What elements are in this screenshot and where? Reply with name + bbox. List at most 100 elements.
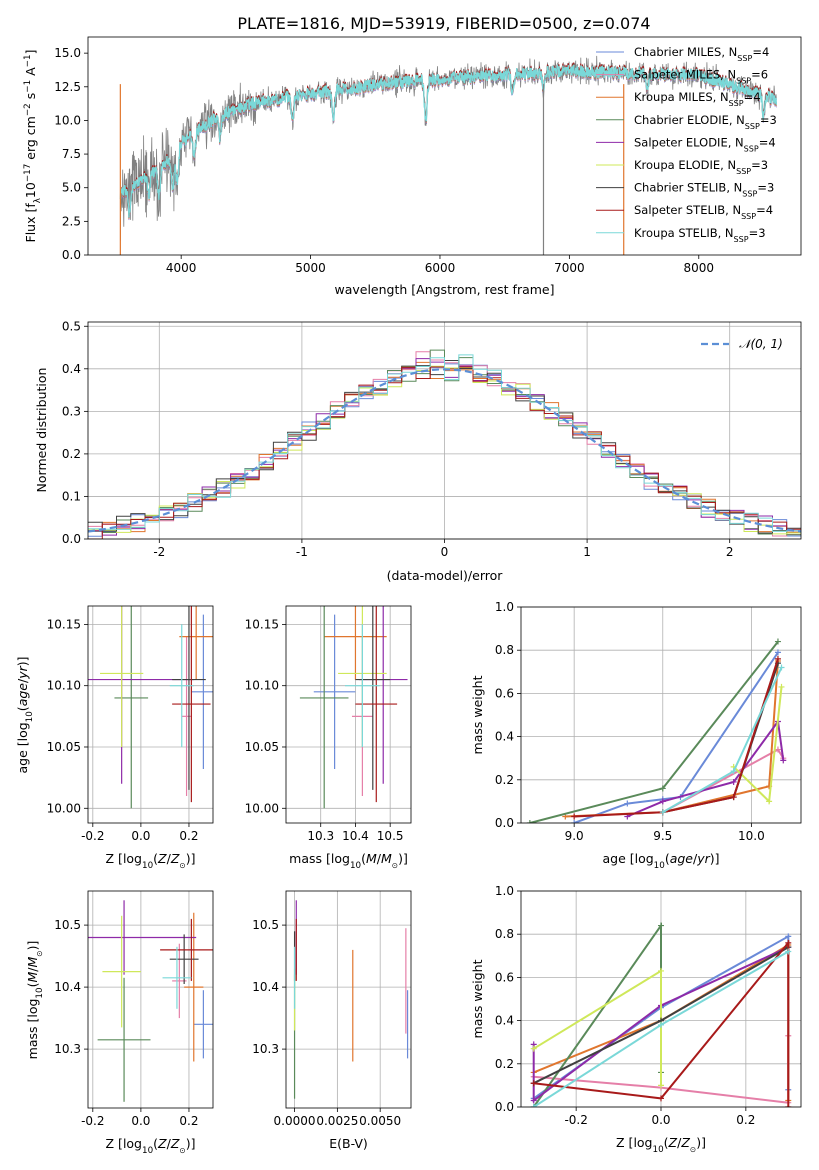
- weight-line-3: [529, 640, 779, 823]
- z-age-panel: -0.2 0.0 0.2 10.00 10.05 10.10 10.15 Z [log10(Z…: [15, 605, 214, 871]
- y-tick-label: 10.00: [245, 801, 279, 815]
- y-tick-label: 10.3: [54, 1042, 81, 1056]
- x-tick-label: 0.0025: [316, 1114, 358, 1128]
- legend-label: Salpeter ELODIE, NSSP=4: [634, 135, 776, 153]
- y-tick-label: 10.5: [252, 918, 279, 932]
- x-tick-label: 0.0000: [274, 1114, 316, 1128]
- weight-marker: [780, 757, 787, 764]
- legend-label: Chabrier MILES, NSSP=4: [634, 45, 769, 63]
- x-axis-label: (data-model)/error: [387, 568, 504, 583]
- x-tick-label: 0.0: [131, 829, 150, 843]
- axes-frame: [520, 890, 802, 1108]
- y-tick-label: 1.0: [495, 600, 514, 614]
- axes-frame: [520, 606, 802, 824]
- residuals-panel: -2 -1 0 1 2 0.0 0.1 0.2 0.3 0.4 0.5 𝒩(0, 1) (data-mo…: [34, 319, 802, 583]
- y-tick-label: 10.5: [54, 918, 81, 932]
- weight-marker: [659, 809, 666, 816]
- x-tick-label: 10.3: [307, 829, 334, 843]
- y-tick-label: 0.6: [495, 970, 514, 984]
- plot-area: [88, 349, 801, 539]
- z-mass-panel: -0.2 0.0 0.2 10.3 10.4 10.5 Z [log10(Z/Z⊙)] mas…: [25, 890, 214, 1156]
- y-tick-label: 0.5: [62, 319, 81, 333]
- weight-marker: [624, 800, 631, 807]
- axes-frame: [87, 36, 802, 256]
- weight-marker: [785, 1104, 792, 1107]
- y-tick-label: 7.5: [62, 147, 81, 161]
- y-tick-label: 10.05: [47, 740, 81, 754]
- weight-marker: [658, 1021, 664, 1028]
- x-axis-label: mass [log10(M/M⊙)]: [289, 851, 408, 871]
- weight-marker: [530, 1080, 537, 1087]
- x-tick-label: 4000: [166, 261, 197, 275]
- weight-marker: [785, 933, 792, 940]
- legend-label: Kroupa MILES, NSSP=4: [634, 90, 761, 108]
- spectrum-panel: 4000 5000 6000 7000 8000 0.0 2.5 5.0 7.5 10.0 12.5…: [23, 36, 802, 297]
- y-tick-label: 1.0: [495, 884, 514, 898]
- x-tick-label: 8000: [683, 261, 714, 275]
- x-tick-label: 0.2: [179, 829, 198, 843]
- age-weight-panel: 9.0 9.5 10.0 0.0 0.2 0.4 0.6 0.8 1.0 age [log10(a…: [470, 600, 802, 871]
- y-tick-label: 10.4: [54, 980, 81, 994]
- x-tick-label: 0.0: [651, 1113, 670, 1127]
- y-tick-label: 2.5: [62, 214, 81, 228]
- axes-frame: [87, 321, 802, 540]
- legend-label: Chabrier ELODIE, NSSP=3: [634, 113, 777, 131]
- figure-title: PLATE=1816, MJD=53919, FIBERID=0500, z=0…: [237, 14, 650, 33]
- y-axis-label: mass weight: [470, 675, 485, 754]
- y-tick-label: 0.8: [495, 927, 514, 941]
- x-tick-label: 10.4: [342, 829, 369, 843]
- weight-marker: [658, 1082, 664, 1089]
- x-axis-label: Z [log10(Z/Z⊙)]: [106, 851, 196, 871]
- x-tick-label: 7000: [554, 261, 585, 275]
- y-tick-label: 15.0: [54, 46, 81, 60]
- y-tick-label: 0.8: [495, 643, 514, 657]
- x-tick-label: -0.2: [564, 1113, 587, 1127]
- x-tick-label: 6000: [425, 261, 456, 275]
- y-tick-label: 10.00: [47, 801, 81, 815]
- spectrum-best-model-line: [119, 63, 778, 218]
- y-tick-label: 0.6: [495, 686, 514, 700]
- x-tick-label: 0.2: [179, 1114, 198, 1128]
- x-tick-label: 0.0050: [359, 1114, 401, 1128]
- legend-label: Chabrier STELIB, NSSP=3: [634, 181, 774, 199]
- weight-marker: [774, 638, 781, 645]
- x-tick-label: 0.2: [736, 1113, 755, 1127]
- plot-area: [88, 606, 213, 809]
- y-tick-label: 10.3: [252, 1042, 279, 1056]
- legend-label: Kroupa STELIB, NSSP=3: [634, 226, 766, 244]
- weight-line-2: [565, 660, 779, 818]
- weight-marker: [774, 649, 781, 656]
- y-tick-label: 0.0: [62, 248, 81, 262]
- y-tick-label: 10.15: [245, 617, 279, 631]
- y-tick-label: 10.10: [245, 679, 279, 693]
- weight-marker: [530, 1104, 537, 1107]
- weight-line-7: [533, 939, 790, 1107]
- weight-marker: [659, 798, 666, 805]
- plot-area: [293, 900, 409, 1099]
- weight-marker: [730, 768, 737, 775]
- plot-area: [530, 922, 792, 1107]
- weight-marker: [658, 967, 664, 974]
- y-axis-label: Normed distribution: [34, 368, 49, 493]
- legend-label: Salpeter MILES, NSSP=6: [634, 68, 768, 86]
- weight-marker: [774, 746, 781, 753]
- y-tick-label: 0.4: [495, 730, 514, 744]
- axes-frame: [285, 605, 412, 824]
- y-tick-label: 0.4: [62, 362, 81, 376]
- y-tick-label: 5.0: [62, 181, 81, 195]
- weight-line-7: [574, 658, 779, 818]
- x-tick-label: -1: [296, 545, 308, 559]
- y-axis-label: age [log10(age/yr)]: [15, 656, 35, 773]
- plot-area: [119, 55, 778, 255]
- x-axis-label: wavelength [Angstrom, rest frame]: [334, 282, 554, 297]
- plot-area: [299, 606, 408, 809]
- y-tick-label: 12.5: [54, 80, 81, 94]
- y-tick-label: 10.0: [54, 113, 81, 127]
- x-tick-label: -2: [153, 545, 165, 559]
- weight-marker: [530, 1097, 537, 1104]
- x-tick-label: -0.2: [81, 829, 104, 843]
- weight-marker: [785, 939, 792, 946]
- x-tick-label: 5000: [295, 261, 326, 275]
- weight-marker: [526, 820, 533, 823]
- x-tick-label: -0.2: [81, 1114, 104, 1128]
